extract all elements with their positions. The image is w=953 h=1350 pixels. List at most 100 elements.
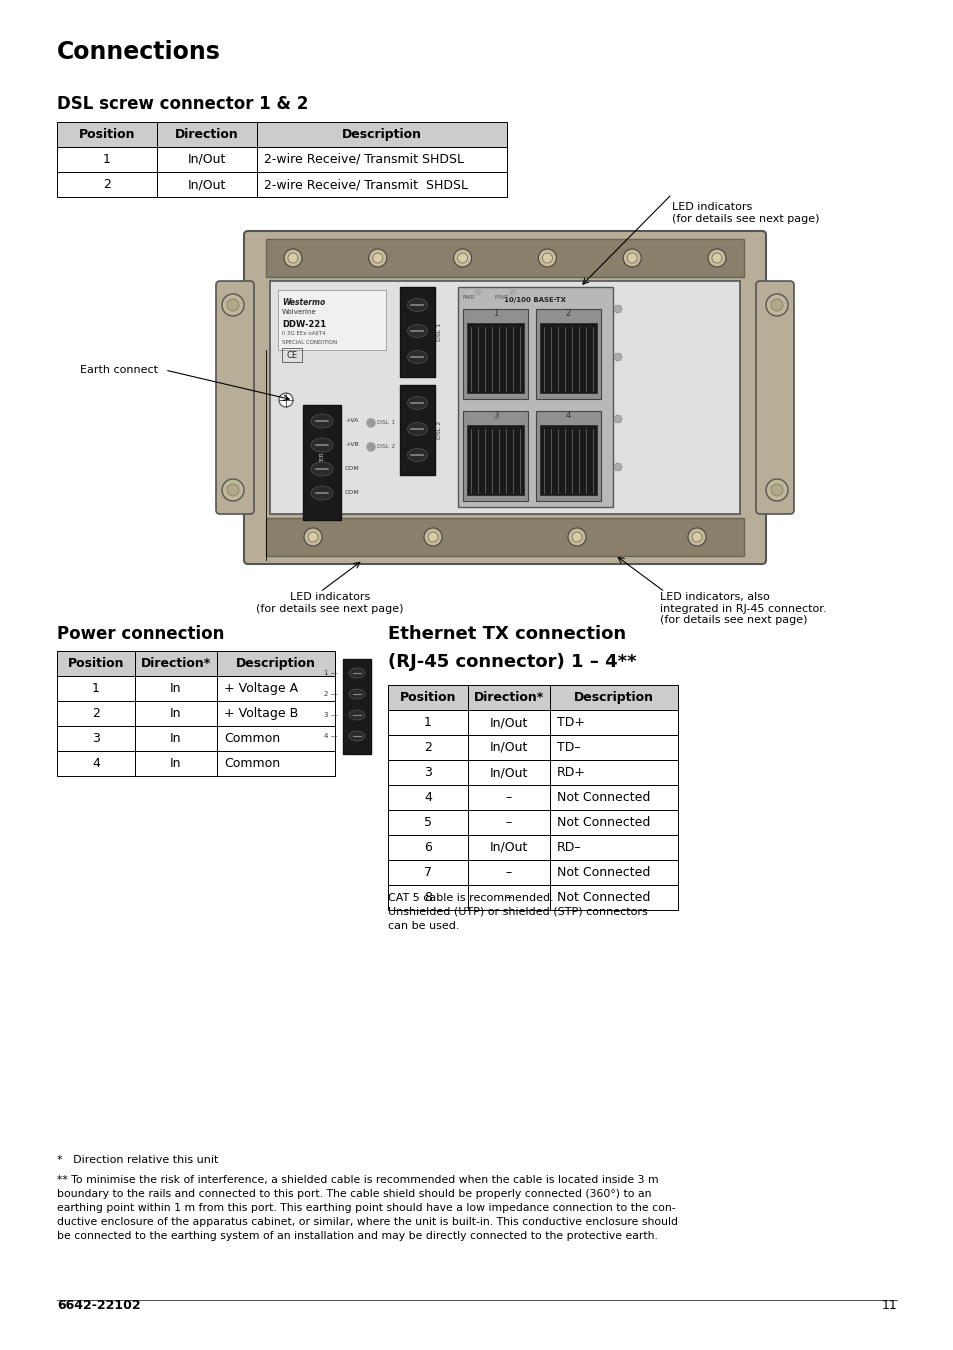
- Text: +VA: +VA: [345, 418, 358, 424]
- Text: CAT 5 cable is recommended.: CAT 5 cable is recommended.: [388, 892, 553, 903]
- Circle shape: [614, 352, 621, 360]
- Ellipse shape: [311, 486, 333, 500]
- Circle shape: [369, 248, 386, 267]
- Text: In: In: [170, 732, 182, 745]
- Bar: [388, 810, 468, 836]
- Bar: [57, 676, 135, 701]
- Bar: [388, 760, 468, 784]
- Text: Description: Description: [574, 691, 654, 703]
- Ellipse shape: [349, 730, 365, 741]
- Text: 3: 3: [424, 765, 432, 779]
- Text: DSL 2: DSL 2: [436, 421, 441, 439]
- Bar: [399, 288, 435, 377]
- Bar: [462, 309, 527, 400]
- Text: II 3G EEx nAIIT4: II 3G EEx nAIIT4: [282, 331, 325, 336]
- Text: Power connection: Power connection: [57, 625, 224, 643]
- Bar: [57, 701, 135, 726]
- Text: can be used.: can be used.: [388, 921, 459, 931]
- Bar: [266, 518, 743, 556]
- Bar: [468, 760, 550, 784]
- Bar: [462, 410, 527, 501]
- Ellipse shape: [311, 414, 333, 428]
- Text: 1 —: 1 —: [324, 670, 337, 676]
- Circle shape: [572, 532, 581, 541]
- Bar: [467, 425, 523, 495]
- Text: 2: 2: [565, 309, 571, 319]
- Text: DSL 1: DSL 1: [376, 420, 395, 425]
- Circle shape: [367, 418, 375, 427]
- Circle shape: [537, 248, 556, 267]
- Text: RD+: RD+: [557, 765, 585, 779]
- Circle shape: [770, 485, 782, 495]
- Text: FRNT: FRNT: [495, 296, 509, 300]
- Bar: [388, 710, 468, 734]
- Bar: [539, 323, 597, 393]
- Bar: [388, 784, 468, 810]
- Text: be connected to the earthing system of an installation and may be directly conne: be connected to the earthing system of a…: [57, 1231, 658, 1241]
- Text: 2-wire Receive/ Transmit SHDSL: 2-wire Receive/ Transmit SHDSL: [264, 153, 463, 166]
- Bar: [256, 147, 506, 171]
- Text: 3 —: 3 —: [324, 711, 337, 718]
- Ellipse shape: [407, 351, 427, 363]
- Text: Direction*: Direction*: [141, 657, 211, 670]
- Circle shape: [288, 252, 297, 263]
- Bar: [57, 751, 135, 776]
- Bar: [468, 734, 550, 760]
- Bar: [467, 323, 523, 393]
- Bar: [388, 860, 468, 886]
- Bar: [468, 684, 550, 710]
- Text: Earth connect: Earth connect: [80, 364, 158, 375]
- Bar: [550, 860, 678, 886]
- Bar: [303, 405, 340, 520]
- Bar: [216, 751, 335, 776]
- Ellipse shape: [349, 688, 365, 699]
- Text: –: –: [505, 815, 512, 829]
- Text: DSL screw connector 1 & 2: DSL screw connector 1 & 2: [57, 95, 308, 113]
- Text: Not Connected: Not Connected: [557, 791, 650, 805]
- Bar: [550, 684, 678, 710]
- Text: In: In: [170, 682, 182, 695]
- Ellipse shape: [349, 710, 365, 720]
- Ellipse shape: [311, 462, 333, 477]
- Circle shape: [367, 443, 375, 451]
- Text: 5: 5: [423, 815, 432, 829]
- Text: TD–: TD–: [557, 741, 580, 755]
- Bar: [266, 239, 743, 277]
- Text: Position: Position: [68, 657, 124, 670]
- Circle shape: [308, 532, 317, 541]
- Bar: [550, 760, 678, 784]
- Circle shape: [304, 528, 322, 545]
- Text: 3: 3: [92, 732, 100, 745]
- Bar: [135, 651, 216, 676]
- Bar: [157, 122, 256, 147]
- Bar: [57, 171, 157, 197]
- Bar: [388, 836, 468, 860]
- Bar: [550, 810, 678, 836]
- Text: –: –: [505, 865, 512, 879]
- Bar: [135, 676, 216, 701]
- Bar: [216, 676, 335, 701]
- Bar: [550, 836, 678, 860]
- Text: Westermo: Westermo: [282, 298, 325, 306]
- Text: boundary to the rails and connected to this port. The cable shield should be pro: boundary to the rails and connected to t…: [57, 1189, 651, 1199]
- Circle shape: [687, 528, 705, 545]
- Text: In: In: [170, 757, 182, 769]
- Ellipse shape: [407, 397, 427, 409]
- Text: ductive enclosure of the apparatus cabinet, or similar, where the unit is built-: ductive enclosure of the apparatus cabin…: [57, 1216, 678, 1227]
- Bar: [468, 860, 550, 886]
- Text: LED indicators
(for details see next page): LED indicators (for details see next pag…: [256, 593, 403, 614]
- Circle shape: [707, 248, 725, 267]
- Text: CE: CE: [286, 351, 297, 359]
- Text: + Voltage A: + Voltage A: [224, 682, 297, 695]
- Text: 4: 4: [92, 757, 100, 769]
- Text: 6642-22102: 6642-22102: [57, 1299, 140, 1312]
- Text: Not Connected: Not Connected: [557, 865, 650, 879]
- Text: –: –: [505, 891, 512, 904]
- Bar: [216, 726, 335, 751]
- Bar: [157, 147, 256, 171]
- Circle shape: [691, 532, 701, 541]
- Bar: [57, 651, 135, 676]
- Text: 4: 4: [565, 412, 571, 420]
- FancyBboxPatch shape: [755, 281, 793, 514]
- Circle shape: [457, 252, 467, 263]
